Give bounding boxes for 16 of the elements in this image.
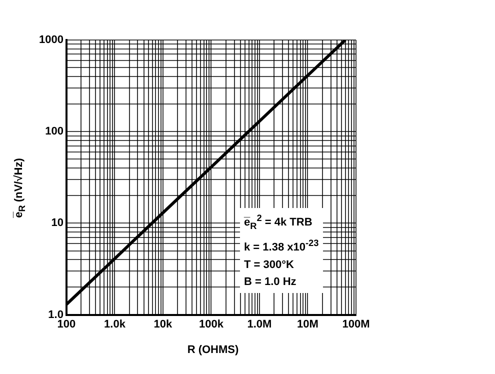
y-tick-label: 1000 [38, 34, 64, 46]
x-tick-label: 100 [57, 318, 76, 330]
x-tick-label: 100M [342, 318, 370, 330]
y-tick-label: 1.0 [48, 308, 64, 321]
y-tick-label: 100 [45, 126, 64, 138]
y-tick-label: 10 [51, 217, 64, 230]
annotation: T = 300°K [244, 258, 295, 272]
annotation: k = 1.38 x10$^{-23}$ [244, 236, 319, 256]
x-axis-title: R (OHMS) [187, 344, 239, 356]
x-tick-label: 10M [297, 318, 318, 330]
annotation: e̅$_{R}$$^{2}$ = 4k TRB [244, 212, 314, 233]
x-tick-label: 1.0M [247, 318, 272, 330]
annotation: B = 1.0 Hz [244, 274, 298, 290]
x-tick-label: 10k [154, 318, 174, 330]
x-tick-label: 100k [198, 318, 224, 330]
x-tick-label: 1.0k [104, 318, 126, 330]
